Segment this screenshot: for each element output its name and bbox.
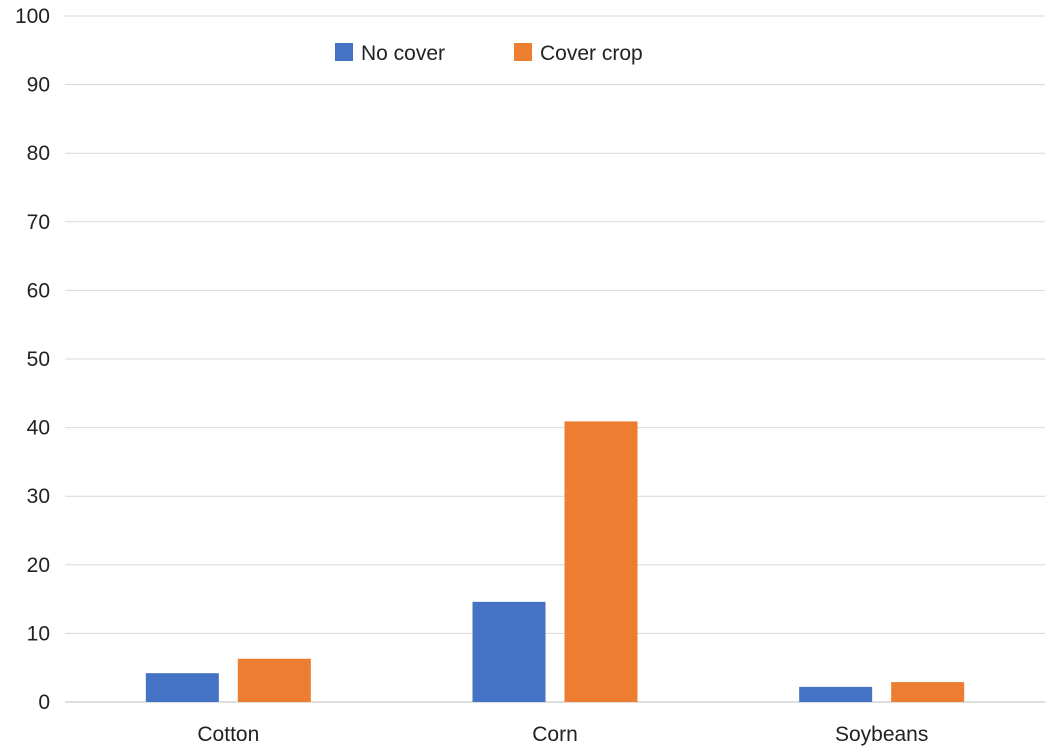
bar-no-cover-cotton bbox=[145, 673, 219, 702]
y-tick-label: 20 bbox=[27, 554, 50, 577]
legend-label: Cover crop bbox=[540, 42, 643, 65]
y-tick-label: 80 bbox=[27, 142, 50, 165]
y-tick-label: 10 bbox=[27, 622, 50, 645]
legend-swatch bbox=[514, 43, 532, 61]
legend-label: No cover bbox=[361, 42, 445, 65]
x-category-label: Corn bbox=[532, 723, 578, 746]
bar-cover-crop-corn bbox=[564, 421, 638, 702]
bar-no-cover-soybeans bbox=[799, 686, 873, 702]
y-tick-label: 0 bbox=[38, 691, 50, 714]
bar-cover-crop-cotton bbox=[237, 658, 311, 702]
bars bbox=[145, 421, 965, 702]
y-tick-label: 100 bbox=[15, 5, 50, 28]
y-tick-label: 90 bbox=[27, 74, 50, 97]
y-axis-ticks: 0 10 20 30 40 50 60 70 80 90 100 bbox=[15, 5, 50, 714]
bar-no-cover-corn bbox=[472, 601, 546, 702]
y-tick-label: 70 bbox=[27, 211, 50, 234]
y-tick-label: 60 bbox=[27, 279, 50, 302]
x-category-label: Soybeans bbox=[835, 723, 928, 746]
legend-swatch bbox=[335, 43, 353, 61]
x-axis-categories: Cotton Corn Soybeans bbox=[197, 723, 928, 746]
y-tick-label: 30 bbox=[27, 485, 50, 508]
x-category-label: Cotton bbox=[197, 723, 259, 746]
y-tick-label: 50 bbox=[27, 348, 50, 371]
bar-cover-crop-soybeans bbox=[891, 682, 965, 702]
gridlines bbox=[65, 15, 1045, 703]
legend: No cover Cover crop bbox=[335, 42, 643, 65]
y-tick-label: 40 bbox=[27, 417, 50, 440]
